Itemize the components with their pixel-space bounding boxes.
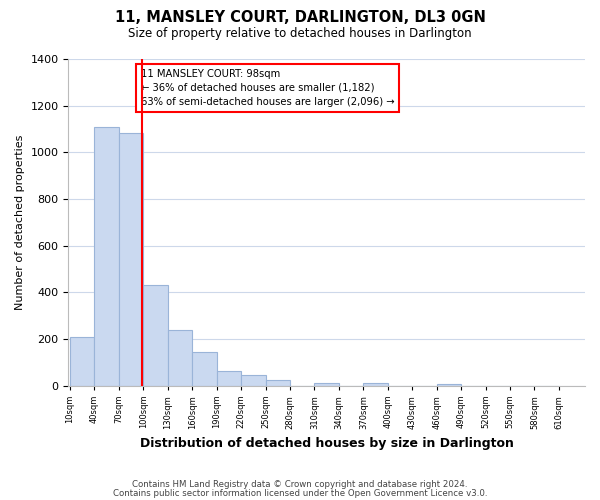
Bar — [119, 132, 143, 386]
Bar — [168, 330, 192, 386]
Text: Contains HM Land Registry data © Crown copyright and database right 2024.: Contains HM Land Registry data © Crown c… — [132, 480, 468, 489]
Text: Contains public sector information licensed under the Open Government Licence v3: Contains public sector information licen… — [113, 489, 487, 498]
Y-axis label: Number of detached properties: Number of detached properties — [15, 134, 25, 310]
Bar — [437, 384, 461, 386]
Bar — [94, 126, 119, 386]
Text: 11 MANSLEY COURT: 98sqm
← 36% of detached houses are smaller (1,182)
63% of semi: 11 MANSLEY COURT: 98sqm ← 36% of detache… — [141, 69, 394, 107]
Bar — [192, 352, 217, 386]
Text: Size of property relative to detached houses in Darlington: Size of property relative to detached ho… — [128, 28, 472, 40]
Bar — [217, 371, 241, 386]
Bar — [364, 384, 388, 386]
X-axis label: Distribution of detached houses by size in Darlington: Distribution of detached houses by size … — [140, 437, 514, 450]
Text: 11, MANSLEY COURT, DARLINGTON, DL3 0GN: 11, MANSLEY COURT, DARLINGTON, DL3 0GN — [115, 10, 485, 25]
Bar — [143, 286, 168, 386]
Bar — [70, 336, 94, 386]
Bar — [314, 382, 339, 386]
Bar — [241, 374, 266, 386]
Bar — [266, 380, 290, 386]
